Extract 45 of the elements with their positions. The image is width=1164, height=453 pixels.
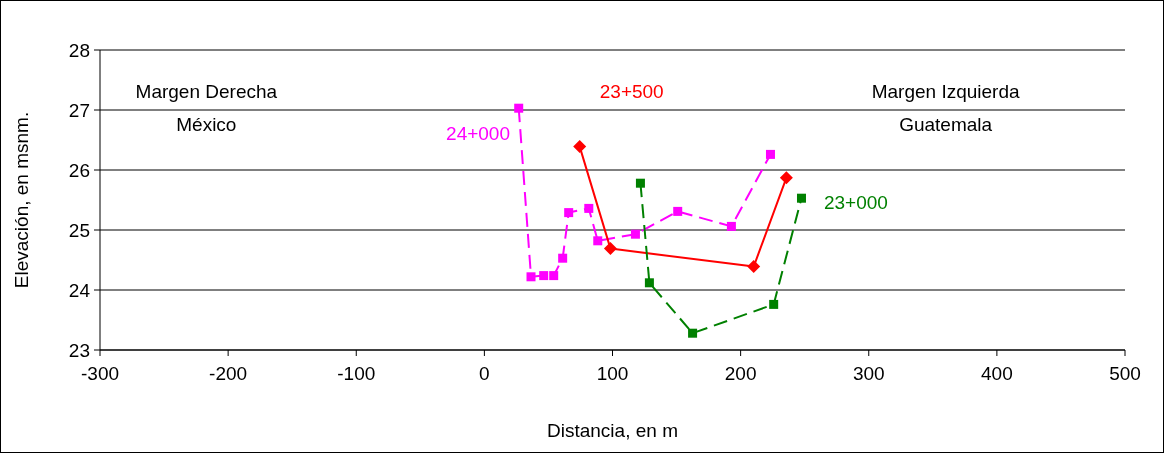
series-label: 24+000 — [446, 123, 510, 144]
point — [630, 229, 640, 239]
point — [673, 206, 683, 216]
y-tick-label: 25 — [68, 219, 90, 241]
annotation: Margen Derecha — [135, 81, 278, 102]
x-tick-label: 100 — [596, 363, 629, 384]
annotation: Margen Izquierda — [871, 81, 1020, 102]
x-tick-label: 200 — [724, 363, 757, 384]
text: 23+500 — [599, 81, 664, 102]
x-tick-label: -100 — [337, 363, 376, 384]
point — [726, 221, 736, 231]
point — [514, 103, 524, 113]
point — [593, 236, 603, 246]
annotation: Guatemala — [899, 114, 993, 135]
point — [539, 271, 549, 281]
point — [769, 299, 779, 309]
point — [526, 272, 536, 282]
point — [549, 271, 559, 281]
point — [635, 178, 645, 188]
annotation: México — [176, 114, 237, 135]
series-label: 23+000 — [823, 192, 888, 213]
x-tick-label: 400 — [981, 363, 1013, 384]
point — [584, 203, 594, 213]
y-axis-title: Elevación, en msnm. — [11, 111, 32, 289]
y-tick-label: 27 — [68, 99, 90, 121]
x-tick-label: 0 — [479, 363, 490, 384]
point — [765, 149, 775, 159]
y-tick-label: 23 — [68, 339, 90, 361]
point — [747, 260, 761, 274]
point — [564, 208, 574, 218]
point — [558, 253, 568, 263]
y-tick-label: 28 — [68, 39, 90, 61]
x-tick-label: -300 — [80, 363, 120, 384]
y-tick-label: 24 — [68, 279, 91, 301]
x-tick-label: 500 — [1109, 363, 1141, 384]
x-axis-title: Distancia, en m — [547, 420, 678, 441]
point — [603, 242, 617, 256]
point — [796, 193, 806, 203]
point — [644, 278, 654, 288]
point — [573, 140, 587, 154]
x-tick-label: 300 — [852, 363, 885, 384]
x-tick-label: -200 — [209, 363, 248, 384]
point — [779, 171, 793, 185]
point — [688, 328, 698, 338]
y-tick-label: 26 — [68, 159, 90, 181]
